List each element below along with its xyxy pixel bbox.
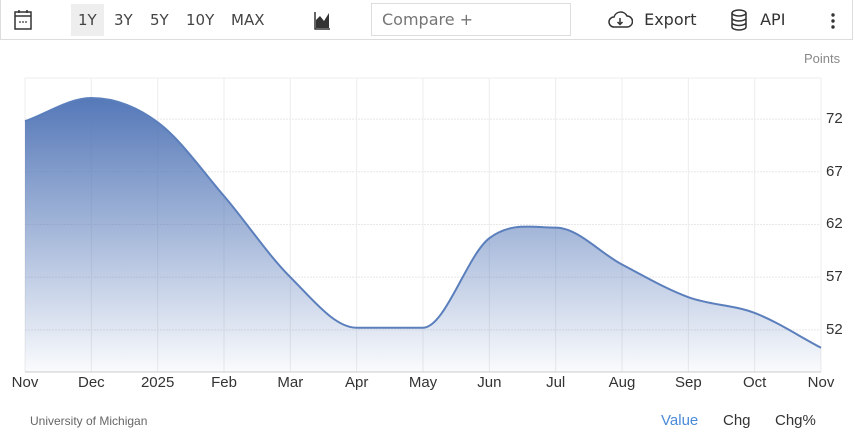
tab-value[interactable]: Value — [661, 412, 699, 429]
api-button[interactable]: API — [729, 0, 785, 40]
range-5y[interactable]: 5Y — [150, 11, 169, 29]
compare-input[interactable] — [371, 3, 571, 36]
y-tick-label: 72 — [826, 110, 843, 128]
area-chart-icon[interactable] — [312, 0, 332, 40]
range-max[interactable]: MAX — [231, 11, 265, 29]
tab-chg[interactable]: Chg — [723, 412, 751, 429]
calendar-icon[interactable] — [13, 0, 33, 40]
database-icon — [731, 9, 747, 31]
range-10y[interactable]: 10Y — [186, 11, 215, 29]
series-line — [24, 97, 822, 349]
x-tick-label: Dec — [77, 374, 105, 391]
y-tick-label: 67 — [826, 162, 843, 180]
tab-chg-pct[interactable]: Chg% — [775, 412, 816, 429]
more-vertical-icon[interactable] — [829, 0, 837, 40]
export-button[interactable]: Export — [607, 0, 696, 40]
x-tick-label: Sep — [674, 374, 702, 391]
api-label: API — [760, 10, 786, 29]
x-tick-label: Apr — [344, 374, 369, 391]
cloud-download-icon — [608, 11, 634, 28]
range-1y[interactable]: 1Y — [71, 4, 104, 36]
area-fill — [25, 98, 821, 372]
x-tick-label: 2025 — [140, 374, 175, 391]
source-label: University of Michigan — [30, 414, 148, 428]
x-tick-label: Oct — [742, 374, 767, 391]
x-tick-label: Jul — [546, 374, 566, 391]
y-tick-label: 62 — [826, 215, 843, 233]
unit-label: Points — [804, 51, 841, 66]
y-tick-label: 57 — [826, 268, 843, 286]
x-tick-label: Feb — [211, 374, 237, 391]
toolbar: 1Y 3Y 5Y 10Y MAX Export API — [0, 0, 853, 40]
x-tick-label: Aug — [608, 374, 636, 391]
x-tick-label: Mar — [277, 374, 304, 391]
range-3y[interactable]: 3Y — [114, 11, 133, 29]
export-label: Export — [644, 10, 697, 29]
y-tick-label: 52 — [826, 320, 843, 338]
x-tick-label: Nov — [11, 374, 39, 391]
x-tick-label: Nov — [807, 374, 835, 391]
x-tick-label: Jun — [477, 374, 502, 391]
x-tick-label: May — [408, 374, 438, 391]
